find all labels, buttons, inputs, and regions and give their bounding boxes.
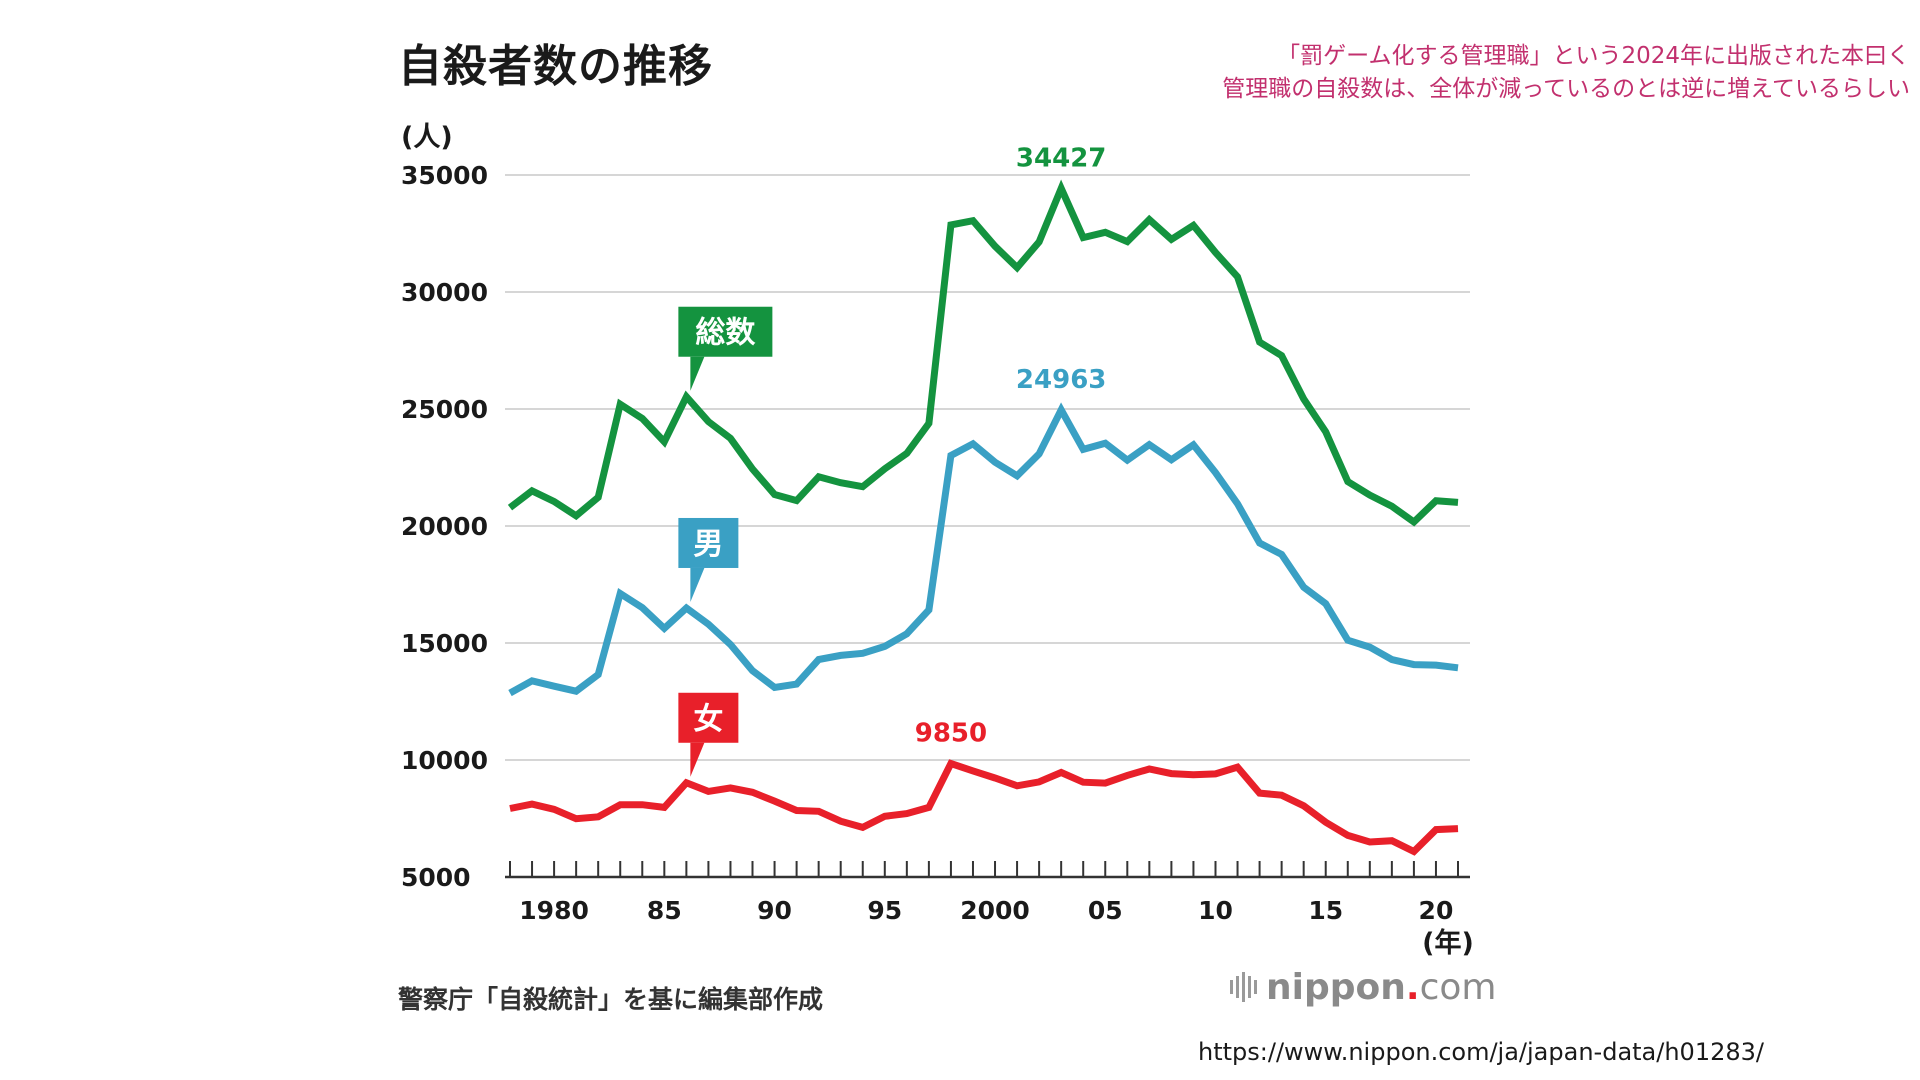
x-tick-label-15: 15: [1308, 896, 1343, 925]
logo-bar: [1242, 972, 1245, 1002]
x-tick-label-05: 05: [1088, 896, 1123, 925]
annotation-note: 「罰ゲーム化する管理職」という2024年に出版された本曰く 管理職の自殺数は、全…: [1170, 40, 1910, 106]
y-tick-label-5000: 5000: [401, 863, 471, 892]
series-callout-pointer: [690, 567, 705, 602]
logo-bar: [1254, 980, 1257, 994]
series-callout-box: [678, 692, 739, 743]
series-line-male: [508, 402, 1459, 697]
y-tick-label-15000: 15000: [401, 629, 488, 658]
logo-bar: [1230, 980, 1233, 994]
x-tick-label-20: 20: [1419, 896, 1454, 925]
series-female: [509, 759, 1459, 856]
peak-label-total: 34427: [1016, 143, 1106, 173]
x-tick-label-95: 95: [867, 896, 902, 925]
series-callout-text: 総数: [695, 316, 756, 351]
y-tick-label-10000: 10000: [401, 746, 488, 775]
x-tick-label-2000: 2000: [960, 896, 1030, 925]
logo-bar: [1236, 976, 1239, 998]
note-line-1: 「罰ゲーム化する管理職」という2024年に出版された本曰く: [1277, 43, 1910, 69]
series-callout-male: 男: [678, 517, 739, 602]
x-tick-label-90: 90: [757, 896, 792, 925]
series-callout-box: [678, 517, 739, 568]
series-callout-box: [678, 306, 773, 357]
series-callout-total: 総数: [678, 306, 773, 391]
series-male: [508, 402, 1459, 697]
logo-text: nippon.com: [1266, 967, 1496, 1008]
x-tick-label-10: 10: [1198, 896, 1233, 925]
series-line-female: [509, 759, 1459, 856]
y-axis-label: (人): [401, 122, 453, 153]
peak-label-female: 9850: [915, 719, 987, 749]
series-total: [507, 179, 1459, 527]
source-credit: 警察庁「自殺統計」を基に編集部作成: [398, 985, 824, 1014]
x-axis-label: (年): [1422, 927, 1474, 959]
series-callout-pointer: [690, 356, 705, 391]
nippon-logo: nippon.com: [1230, 967, 1496, 1008]
series-callout-text: 男: [693, 527, 723, 562]
x-tick-label-85: 85: [647, 896, 682, 925]
series-callout-pointer: [690, 742, 705, 777]
peak-label-male: 24963: [1016, 365, 1106, 395]
y-tick-label-30000: 30000: [401, 278, 488, 307]
y-tick-label-35000: 35000: [401, 161, 488, 190]
page-title: 自殺者数の推移: [398, 41, 713, 92]
y-tick-label-20000: 20000: [401, 512, 488, 541]
source-url[interactable]: https://www.nippon.com/ja/japan-data/h01…: [1198, 1038, 1764, 1066]
series-callout-female: 女: [678, 692, 739, 777]
series-line-total: [507, 179, 1459, 527]
series-callout-text: 女: [693, 702, 723, 737]
note-line-2: 管理職の自殺数は、全体が減っているのとは逆に増えているらしい: [1222, 76, 1910, 102]
x-tick-label-1980: 1980: [519, 896, 589, 925]
y-tick-label-25000: 25000: [401, 395, 488, 424]
logo-bar: [1248, 976, 1251, 998]
